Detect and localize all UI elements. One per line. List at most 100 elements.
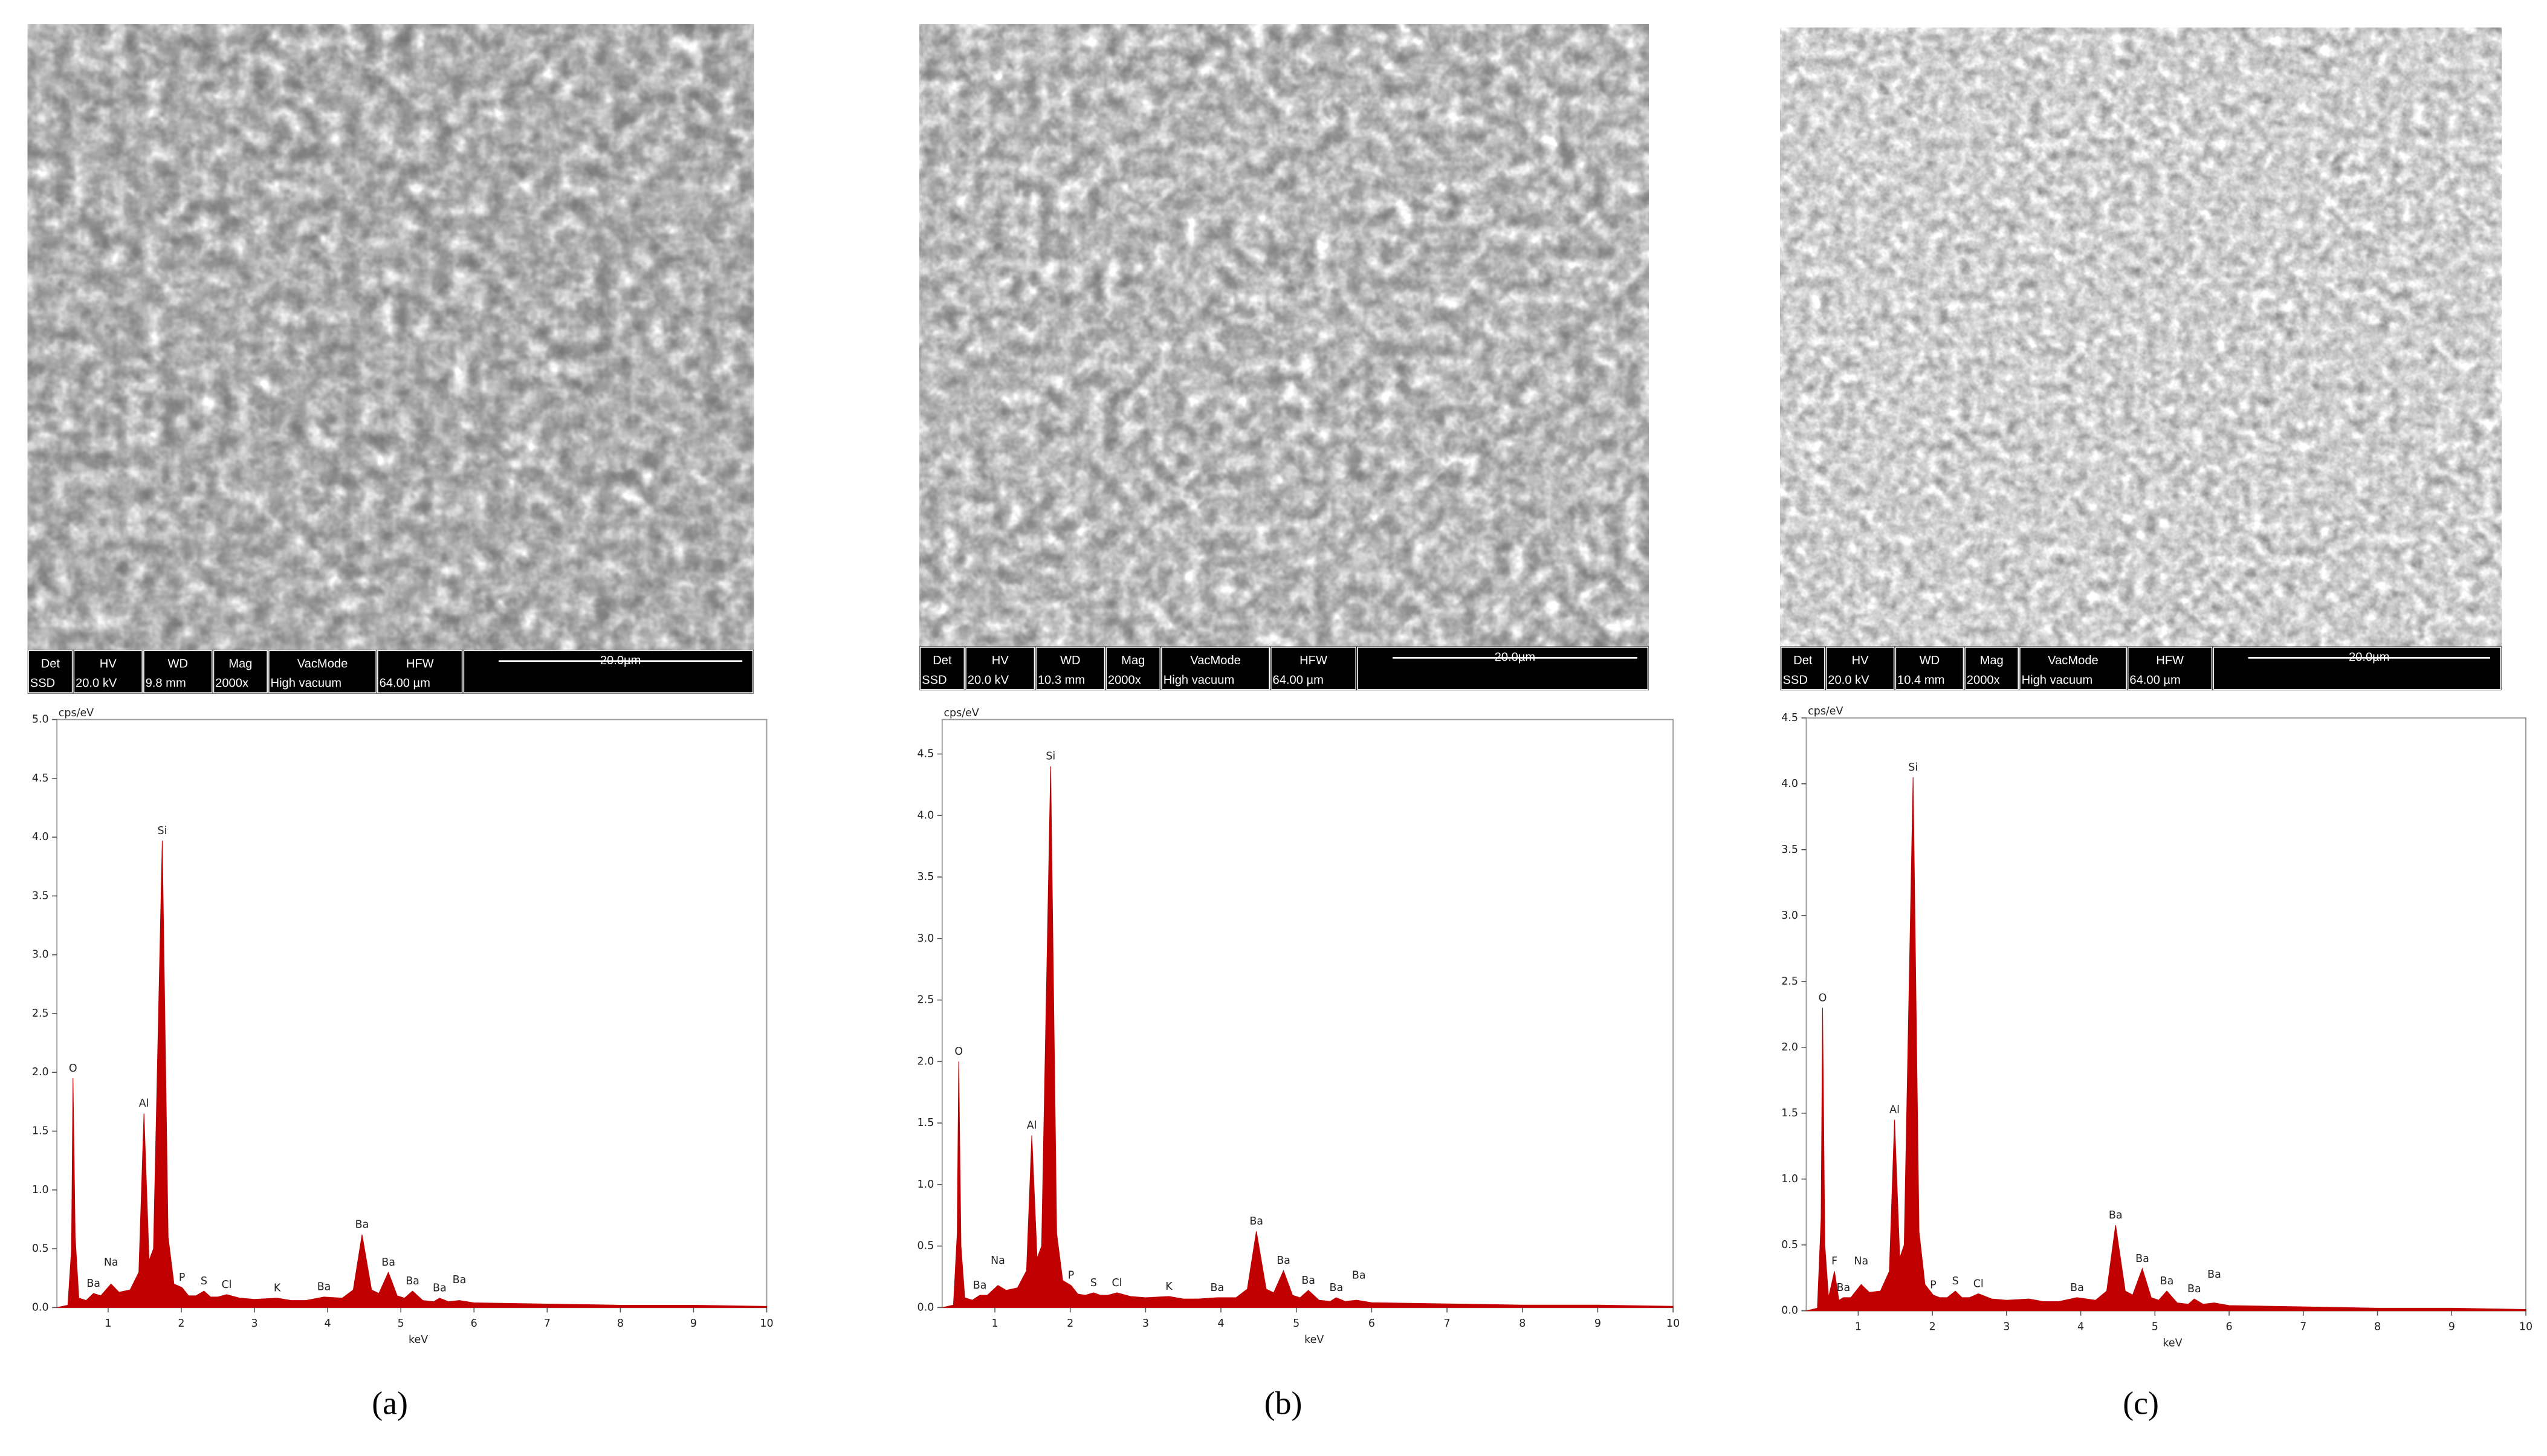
peak-label: Ba	[381, 1257, 395, 1269]
y-tick-label: 2.5	[918, 994, 934, 1006]
x-axis-label: keV	[409, 1334, 428, 1346]
y-tick-label: 2.0	[1781, 1041, 1798, 1053]
y-tick-label: 4.5	[32, 772, 49, 785]
info-bar	[27, 649, 754, 694]
peak-label: Ba	[1249, 1215, 1263, 1228]
y-tick-label: 1.0	[1781, 1173, 1798, 1185]
peak-label: Ba	[1352, 1270, 1366, 1282]
y-tick-label: 3.5	[1781, 844, 1798, 856]
info-header: VacMode	[2048, 654, 2099, 667]
info-value: SSD	[922, 673, 947, 687]
info-cell	[2127, 647, 2213, 690]
x-tick-label: 7	[2300, 1321, 2306, 1333]
peak-label: Cl	[221, 1279, 231, 1291]
x-tick-label: 1	[105, 1318, 111, 1330]
x-tick-label: 6	[2226, 1321, 2233, 1333]
x-tick-label: 5	[1293, 1318, 1299, 1330]
x-tick-label: 4	[325, 1318, 331, 1330]
y-axis-label: cps/eV	[943, 707, 979, 719]
spectrum-area	[57, 840, 768, 1308]
x-tick-label: 10	[760, 1318, 773, 1330]
peak-label: Ba	[317, 1281, 331, 1293]
peak-label: F	[1831, 1255, 1837, 1267]
x-tick-label: 3	[2003, 1321, 2010, 1333]
peak-label: Ba	[406, 1275, 419, 1287]
y-tick-label: 0.5	[918, 1240, 934, 1252]
x-tick-label: 8	[1519, 1318, 1526, 1330]
y-tick-label: 4.0	[32, 831, 49, 843]
info-value: 2000x	[1108, 673, 1141, 687]
info-header: HFW	[2156, 654, 2184, 667]
y-tick-label: 3.0	[918, 933, 934, 945]
y-tick-label: 5.0	[32, 714, 49, 726]
panel-label: (b)	[1264, 1385, 1303, 1422]
info-value: High vacuum	[1163, 673, 1235, 687]
x-tick-label: 10	[2519, 1321, 2532, 1333]
x-tick-label: 5	[2152, 1321, 2158, 1333]
y-tick-label: 3.0	[1781, 910, 1798, 922]
info-value: 20.0 kV	[968, 673, 1009, 687]
info-header: Det	[933, 654, 952, 667]
peak-label: Ba	[355, 1219, 369, 1231]
info-cell	[1781, 647, 1825, 690]
x-tick-label: 2	[178, 1318, 184, 1330]
x-tick-label: 8	[617, 1318, 624, 1330]
scale-label: 20.0µm	[2349, 651, 2390, 664]
plot-frame	[1805, 717, 2526, 1312]
sem-image	[1780, 27, 2502, 647]
info-value: 20.0 kV	[76, 677, 117, 690]
peak-label: Ba	[86, 1278, 100, 1290]
y-tick-label: 1.5	[1781, 1107, 1798, 1119]
x-tick-label: 6	[471, 1318, 477, 1330]
info-header: WD	[1920, 654, 1940, 667]
y-tick-label: 3.5	[32, 890, 49, 902]
peak-label: Al	[1027, 1119, 1037, 1131]
spectrum-area	[1806, 777, 2526, 1312]
info-header: HFW	[406, 657, 434, 670]
panel: Det SSD HV 20.0 kV WD 10.3 mm Mag 2000x VacMode H…	[918, 24, 1680, 1422]
x-tick-label: 2	[1929, 1321, 1936, 1333]
peak-label: Ba	[2109, 1209, 2123, 1221]
panel-label: (c)	[2123, 1385, 2159, 1422]
info-value: High vacuum	[2022, 673, 2093, 687]
info-header: HV	[1852, 654, 1869, 667]
x-tick-label: 3	[1142, 1318, 1149, 1330]
x-tick-label: 7	[544, 1318, 551, 1330]
info-bar	[919, 646, 1649, 691]
peak-label: Si	[1908, 762, 1918, 774]
scale-label: 20.0µm	[600, 654, 641, 667]
info-header: Det	[1793, 654, 1813, 667]
info-header: Mag	[1980, 654, 2004, 667]
x-tick-label: 10	[1666, 1318, 1680, 1330]
info-cell	[463, 650, 754, 693]
peak-label: Ba	[973, 1280, 987, 1292]
y-tick-label: 2.0	[32, 1066, 49, 1078]
peak-label: Na	[104, 1257, 118, 1269]
y-tick-label: 1.0	[32, 1184, 49, 1196]
x-tick-label: 9	[2448, 1321, 2455, 1333]
peak-label: K	[1165, 1281, 1173, 1293]
info-cell	[143, 650, 213, 693]
info-value: 2000x	[215, 677, 248, 690]
peak-label: Ba	[2160, 1275, 2174, 1287]
x-tick-label: 3	[251, 1318, 257, 1330]
info-value: 64.00 µm	[380, 677, 430, 690]
info-header: Det	[41, 657, 60, 670]
panel: Det SSD HV 20.0 kV WD 9.8 mm Mag 2000x VacMode Hi…	[27, 24, 774, 1422]
info-cell	[28, 650, 73, 693]
peak-label: Ba	[2187, 1283, 2201, 1295]
peak-label: Si	[1046, 751, 1055, 763]
info-value: 10.4 mm	[1897, 673, 1944, 687]
y-tick-label: 0.0	[1781, 1305, 1798, 1317]
info-cell	[73, 650, 143, 693]
y-tick-label: 2.0	[918, 1055, 934, 1067]
y-tick-label: 4.0	[918, 809, 934, 821]
info-value: SSD	[1783, 673, 1808, 687]
info-value: 20.0 kV	[1828, 673, 1869, 687]
x-tick-label: 9	[1594, 1318, 1601, 1330]
info-value: SSD	[30, 677, 55, 690]
y-tick-label: 1.5	[918, 1117, 934, 1129]
info-cell	[1035, 647, 1105, 690]
plot-frame	[941, 719, 1674, 1309]
peak-label: Na	[991, 1255, 1005, 1267]
